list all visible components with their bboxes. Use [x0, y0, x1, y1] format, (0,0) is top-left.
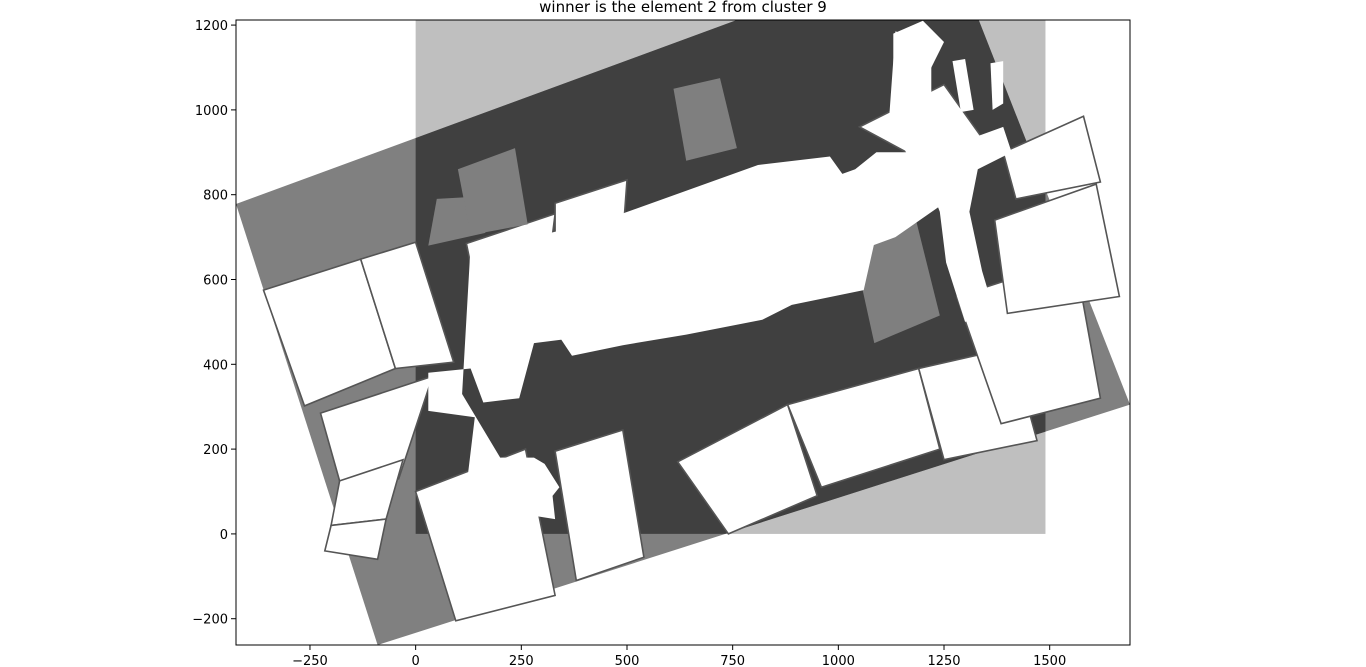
free-space-region — [736, 152, 955, 263]
x-tick-label: −250 — [292, 654, 328, 667]
y-tick-label: 600 — [203, 273, 228, 288]
x-tick-label: 0 — [412, 654, 420, 667]
x-tick-label: 250 — [509, 654, 534, 667]
chart-title: winner is the element 2 from cluster 9 — [539, 0, 827, 16]
rotated-room — [359, 241, 455, 370]
y-tick-label: 0 — [220, 528, 228, 543]
x-tick-label: 750 — [720, 654, 745, 667]
y-tick-label: 1000 — [195, 104, 228, 119]
y-tick-label: −200 — [192, 613, 228, 628]
free-space-region — [455, 463, 556, 526]
plot-area — [236, 20, 1130, 645]
rotated-room — [676, 403, 819, 535]
y-tick-label: 400 — [203, 358, 228, 373]
rotated-room — [1002, 115, 1102, 200]
rotated-room — [319, 374, 434, 482]
inner-gray-patch — [673, 78, 737, 161]
free-space-region — [428, 222, 585, 509]
rotated-room — [993, 183, 1121, 315]
x-axis: −250 0 250 500 750 1000 1250 1500 — [292, 645, 1066, 667]
inner-gray-patch — [457, 148, 528, 235]
free-space-region — [889, 31, 1012, 322]
free-space-region — [990, 61, 1004, 110]
y-axis: −200 0 200 400 600 800 1000 1200 — [192, 19, 236, 628]
free-space-region — [893, 20, 944, 91]
y-tick-label: 800 — [203, 189, 228, 204]
rotated-room — [786, 367, 941, 489]
plot-frame — [235, 19, 1131, 646]
x-tick-label: 500 — [615, 654, 640, 667]
x-tick-label: 1000 — [822, 654, 855, 667]
x-tick-label: 1250 — [927, 654, 960, 667]
y-tick-label: 1200 — [195, 19, 228, 34]
rotated-room — [554, 428, 645, 582]
y-tick-label: 200 — [203, 443, 228, 458]
free-space-region — [952, 59, 974, 112]
x-tick-label: 1500 — [1033, 654, 1066, 667]
rotated-room — [323, 518, 388, 561]
